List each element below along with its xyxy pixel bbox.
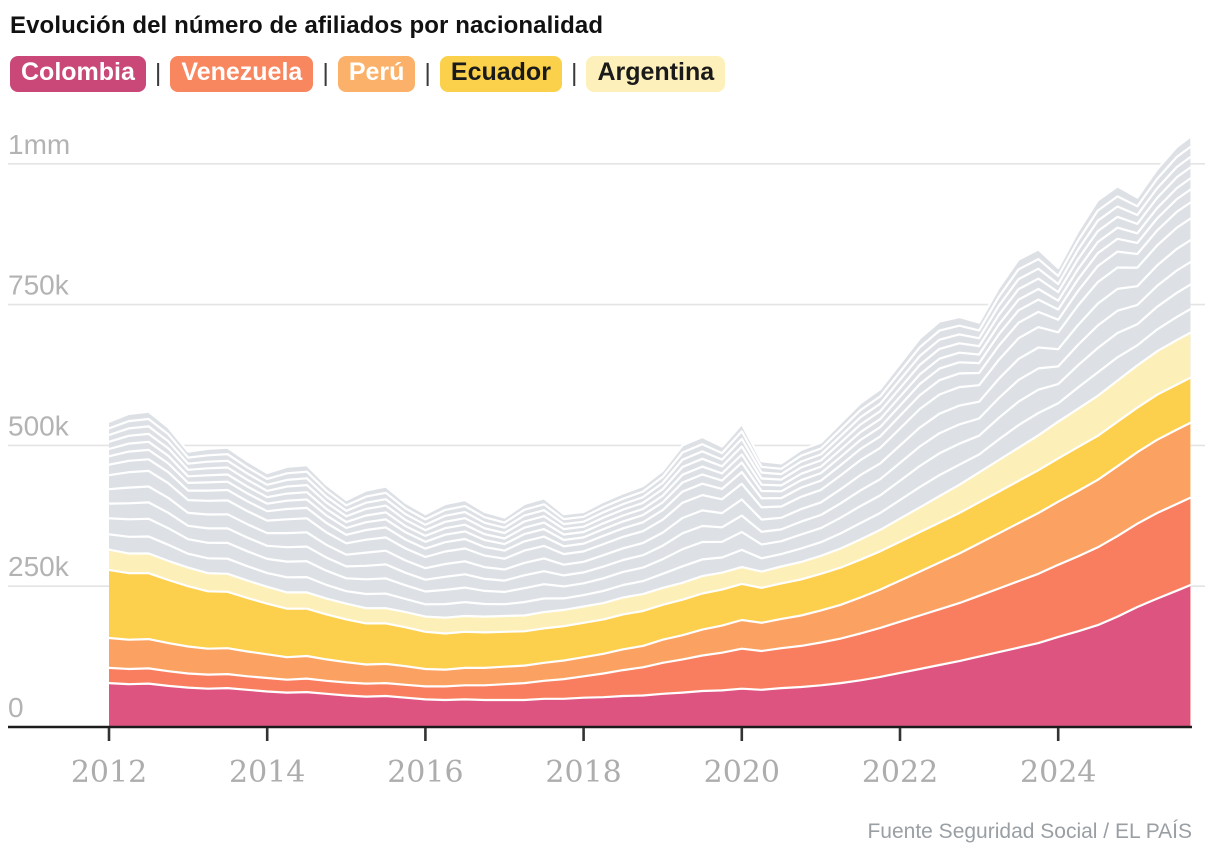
source-credit: Fuente Seguridad Social / EL PAÍS	[867, 820, 1192, 843]
x-tick-label-2020: 2020	[704, 755, 780, 790]
legend-separator: |	[154, 59, 162, 88]
legend-item-argentina: Argentina	[586, 56, 726, 92]
chart-legend: Colombia | Venezuela | Perú | Ecuador | Argentin…	[10, 56, 726, 92]
area-edge-otros1	[107, 308, 1192, 606]
legend-separator: |	[322, 59, 329, 88]
area-edge-ecuador	[107, 376, 1192, 635]
stacked-area-svg: 0 250k 500k 750k 1mm 2012 2014 2016 2018 2020 2022…	[8, 129, 1205, 790]
y-tick-label-1mm: 1mm	[8, 129, 70, 160]
area-edge-colombia	[107, 584, 1192, 702]
area-edge-venezuela	[107, 496, 1192, 688]
area-edge-otros5	[107, 217, 1192, 560]
area-edge-argentina	[107, 331, 1192, 619]
area-edge-otros10	[107, 155, 1192, 529]
x-tick-label-2018: 2018	[545, 755, 621, 790]
x-tick-label-2012: 2012	[71, 755, 147, 790]
area-edge-otros4	[107, 239, 1192, 571]
area-edge-otros3	[107, 261, 1192, 582]
y-tick-label-750k: 750k	[8, 270, 70, 301]
legend-separator: |	[424, 59, 431, 88]
area-edge-otros2	[107, 283, 1192, 593]
page-title: Evolución del número de afiliados por na…	[10, 12, 604, 39]
y-tick-label-500k: 500k	[8, 410, 70, 441]
x-tick-label-2022: 2022	[862, 755, 938, 790]
stacked-area-chart: 0 250k 500k 750k 1mm 2012 2014 2016 2018 2020 2022…	[0, 110, 1220, 810]
area-edge-otros9	[107, 166, 1192, 535]
x-tick-label-2016: 2016	[387, 755, 463, 790]
y-tick-label-250k: 250k	[8, 551, 70, 582]
area-edge-otros6	[107, 201, 1192, 552]
area-edge-otros8	[107, 177, 1192, 540]
legend-item-colombia: Colombia	[10, 56, 146, 92]
area-edge-otros12	[107, 135, 1192, 519]
area-edge-otros11	[107, 145, 1192, 524]
legend-separator: |	[570, 59, 578, 88]
area-edge-per	[107, 421, 1192, 671]
x-tick-label-2024: 2024	[1020, 755, 1096, 790]
y-tick-label-0: 0	[8, 692, 24, 723]
legend-item-per: Perú	[337, 56, 416, 92]
area-colombia	[109, 585, 1191, 727]
legend-item-ecuador: Ecuador	[439, 56, 562, 92]
legend-item-venezuela: Venezuela	[170, 56, 314, 92]
x-tick-label-2014: 2014	[229, 755, 305, 790]
area-edge-otros7	[107, 188, 1192, 546]
